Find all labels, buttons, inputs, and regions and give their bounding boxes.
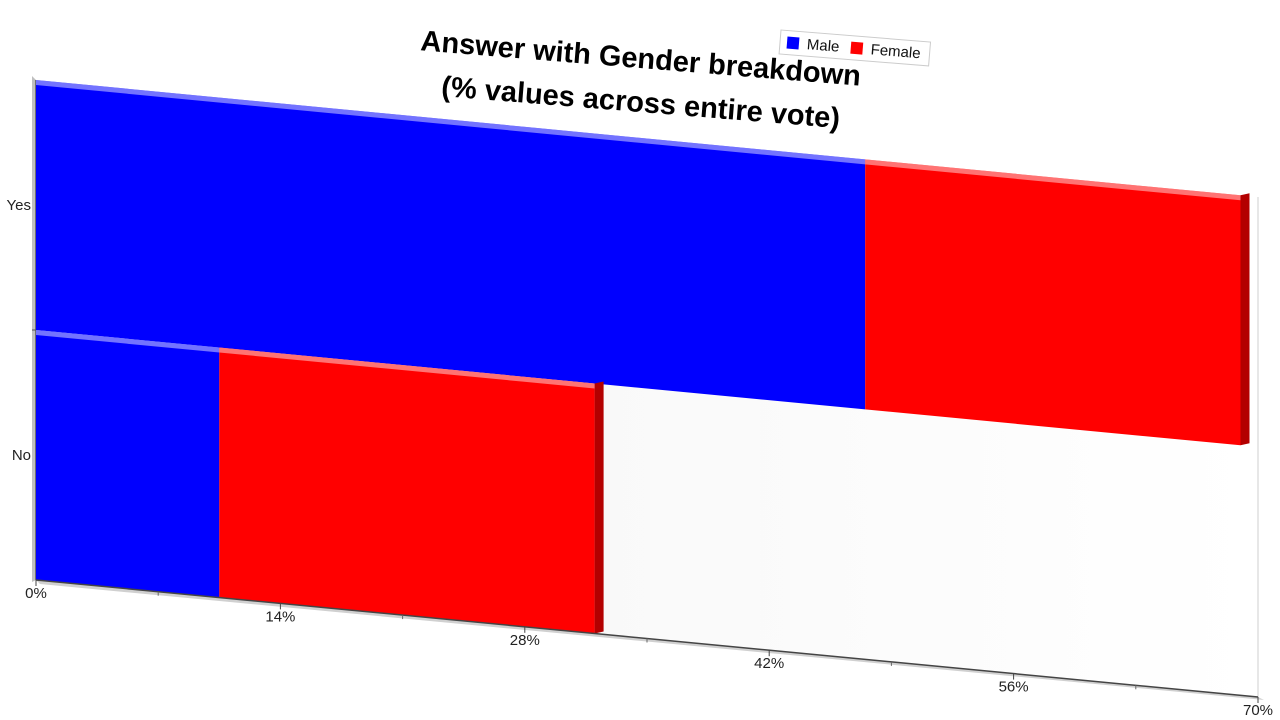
x-tick-label: 0% (25, 585, 47, 602)
bar-top-face-yes-male (36, 80, 866, 165)
bar-top-face-no-male (36, 330, 220, 353)
x-tick-label: 28% (510, 632, 540, 649)
x-tick-label: 14% (265, 608, 295, 625)
bar-no-female (219, 347, 595, 634)
bar-yes-male (36, 80, 866, 410)
left-wall-edge (32, 76, 36, 582)
bar-top-face-no-female (219, 347, 595, 389)
x-tick-label: 70% (1243, 702, 1273, 719)
legend-swatch-male (786, 36, 800, 50)
legend: Male Female (778, 29, 932, 67)
legend-label-male: Male (806, 36, 840, 56)
y-tick-label-no: No (12, 447, 31, 464)
x-tick-label: 42% (754, 655, 784, 672)
plot-area: Yes No 0% 14% 28% 42% 56% 70% (7, 76, 1273, 719)
bar-top-face-yes-female (865, 159, 1241, 201)
y-tick-label-yes: Yes (7, 197, 31, 214)
bar-no-male (36, 330, 220, 598)
legend-swatch-female (850, 41, 864, 55)
bar-end-cap-yes (1240, 193, 1250, 446)
bar-yes-female (865, 159, 1241, 446)
bar-end-cap-no (594, 381, 604, 634)
legend-box: Male Female (778, 29, 932, 67)
x-tick-label: 56% (999, 679, 1029, 696)
legend-label-female: Female (870, 41, 921, 62)
